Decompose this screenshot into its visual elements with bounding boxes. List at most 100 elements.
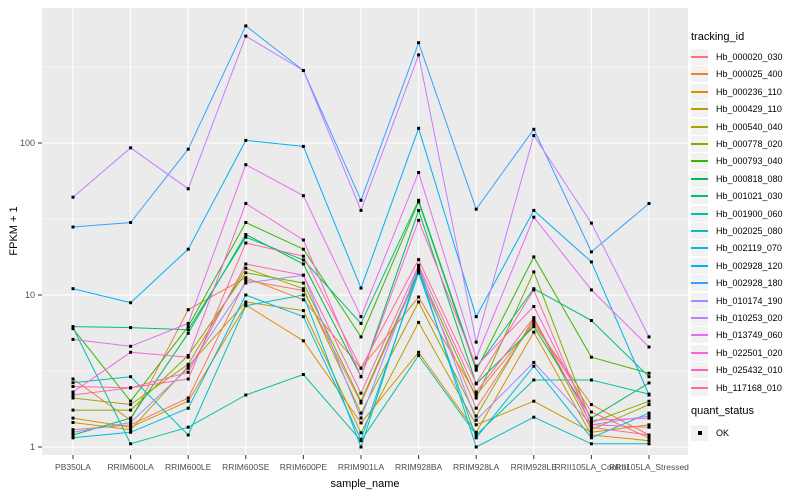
data-point [532,399,536,403]
data-point [301,289,305,292]
data-point [474,423,478,427]
data-point [301,287,305,291]
data-point [129,221,133,224]
data-point [244,281,248,285]
data-point [186,147,190,151]
data-point [301,194,305,198]
legend-item-label: Hb_002928_120 [716,260,783,271]
data-point [186,396,190,400]
data-point [71,421,75,424]
legend-item-label: Hb_002025_080 [716,226,783,236]
legend-key-line-icon [691,125,708,128]
data-point [359,411,363,415]
data-point [71,225,75,229]
data-point [589,410,593,414]
data-point [186,377,190,381]
legend-key-line-icon [691,90,708,93]
data-point [359,321,363,325]
legend-item-label: Hb_000020_030 [716,52,783,62]
legend-key [691,136,708,152]
data-point [417,198,421,202]
data-point [129,408,133,412]
data-point [244,266,248,270]
data-point [71,433,75,437]
data-point [71,428,75,432]
data-point [129,430,133,434]
data-point [71,436,75,440]
data-point [301,262,305,266]
legend-key [691,101,708,118]
data-point [532,134,536,137]
legend-key [691,83,708,100]
x-tick-label: RRIM928LE [511,462,558,472]
data-point [301,258,305,262]
data-point [359,286,363,290]
data-point [244,34,248,38]
data-point [359,208,363,212]
data-point [71,326,75,330]
data-point [129,442,133,446]
data-point [417,53,421,57]
data-point [417,41,421,45]
data-point [647,375,651,379]
data-point [417,218,421,222]
legend-item-label: Hb_000540_040 [716,121,783,132]
data-point [71,337,75,341]
y-tick-label: 100 [20,138,35,148]
legend-key [691,205,708,222]
data-point [129,344,133,348]
data-point [71,287,75,291]
data-point [647,425,651,429]
legend-key-line-icon [691,334,708,337]
legend-key-line-icon [691,143,708,145]
data-point [71,385,75,388]
data-point [244,235,248,239]
data-point [417,258,421,262]
legend-key [691,118,708,135]
legend-key-line-icon [691,160,708,163]
legend-title-tracking-id: tracking_id [691,31,745,43]
data-point [359,391,363,395]
data-point [301,69,305,72]
x-tick-label: RRIM928LA [453,462,500,472]
data-point [186,325,190,329]
data-point [301,339,305,343]
data-point [474,396,478,400]
data-point [532,330,536,334]
data-point [186,247,190,251]
data-point [474,433,478,437]
data-point [244,278,248,282]
data-point [417,350,421,354]
legend-key-line-icon [691,73,708,76]
data-point [474,390,478,394]
data-point [71,393,75,397]
data-point [244,276,248,280]
data-point [532,127,536,131]
data-point [301,247,305,251]
legend-key [691,257,708,274]
data-point [417,200,421,204]
x-tick-label: RRIM600SE [222,462,270,472]
data-point [417,263,421,267]
legend-key [691,327,708,344]
data-point [417,354,421,357]
data-point [186,331,190,335]
data-point [71,377,75,381]
data-point [474,315,478,319]
data-point [647,371,651,375]
data-point [474,436,478,440]
data-point [71,430,75,434]
legend-item-label: Hb_025432_010 [716,365,783,376]
legend-item-label: Hb_001900_060 [716,208,783,219]
legend-key-line-icon [691,230,708,232]
data-point [417,295,421,299]
data-point [244,293,248,297]
legend-key-line-icon [691,108,708,111]
legend-key-line-icon [691,264,708,267]
data-point [589,433,593,437]
data-point [647,403,651,407]
data-point [186,308,190,312]
data-point [186,364,190,368]
data-point [186,425,190,429]
data-point [589,319,593,322]
